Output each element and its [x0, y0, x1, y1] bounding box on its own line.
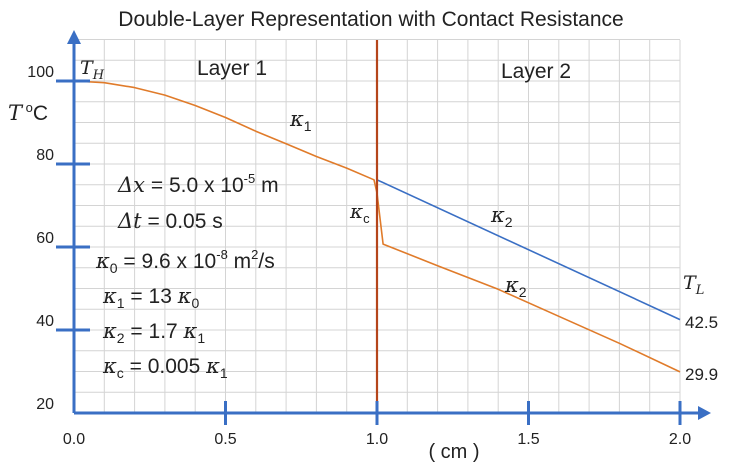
y-axis-label: T oC: [8, 100, 48, 125]
y-tick-label: 60: [36, 230, 54, 247]
curve-label-kappa-c: κc: [349, 199, 370, 226]
region-label-layer-2: Layer 2: [501, 60, 571, 83]
annotation-kappa-c: κc = 0.005 κ1: [102, 354, 228, 381]
annotation-kappa0: κ0 = 9.6 x 10-8 m2/s: [95, 247, 275, 276]
end-value-upper: 42.5: [685, 313, 718, 332]
y-tick-label: 80: [36, 147, 54, 164]
curve-label-kappa1: κ1: [289, 107, 312, 134]
series-line-2: [376, 193, 681, 373]
y-tick-label: 20: [36, 396, 54, 413]
parameter-annotations: Δx = 5.0 x 10-5 m Δt = 0.05 s κ0 = 9.6 x…: [95, 171, 279, 381]
x-tick-label: 2.0: [669, 431, 691, 448]
y-tick-label: 100: [27, 64, 54, 81]
region-label-layer-1: Layer 1: [197, 57, 267, 80]
end-value-lower: 29.9: [685, 365, 718, 384]
y-axis-arrow: [67, 30, 81, 44]
x-axis-label: ( cm ): [428, 441, 479, 463]
x-axis-arrow: [698, 406, 711, 420]
series-line-0: [73, 80, 378, 194]
axes: [56, 30, 711, 425]
x-tick-label: 1.5: [517, 431, 539, 448]
curve-label-kappa2-lower: κ2: [504, 273, 527, 300]
annotation-kappa2: κ2 = 1.7 κ1: [102, 319, 205, 346]
x-tick-label: 0.5: [214, 431, 236, 448]
annotation-kappa1: κ1 = 13 κ0: [102, 284, 200, 311]
x-tick-label: 1.0: [366, 431, 388, 448]
x-tick-label: 0.0: [63, 431, 85, 448]
y-tick-label: 40: [36, 313, 54, 330]
series-line-1: [376, 179, 681, 321]
tick-labels: 20 40 60 80 100 0.0 0.5 1.0 1.5 2.0: [27, 64, 691, 448]
curve-label-kappa2-upper: κ2: [490, 203, 513, 230]
series-layer: [73, 80, 681, 373]
label-t-h: TH: [80, 57, 105, 83]
chart-title: Double-Layer Representation with Contact…: [118, 8, 623, 31]
label-t-l: TL: [683, 272, 704, 298]
annotation-dx: Δx = 5.0 x 10-5 m: [117, 171, 279, 197]
annotation-dt: Δt = 0.05 s: [117, 209, 223, 233]
